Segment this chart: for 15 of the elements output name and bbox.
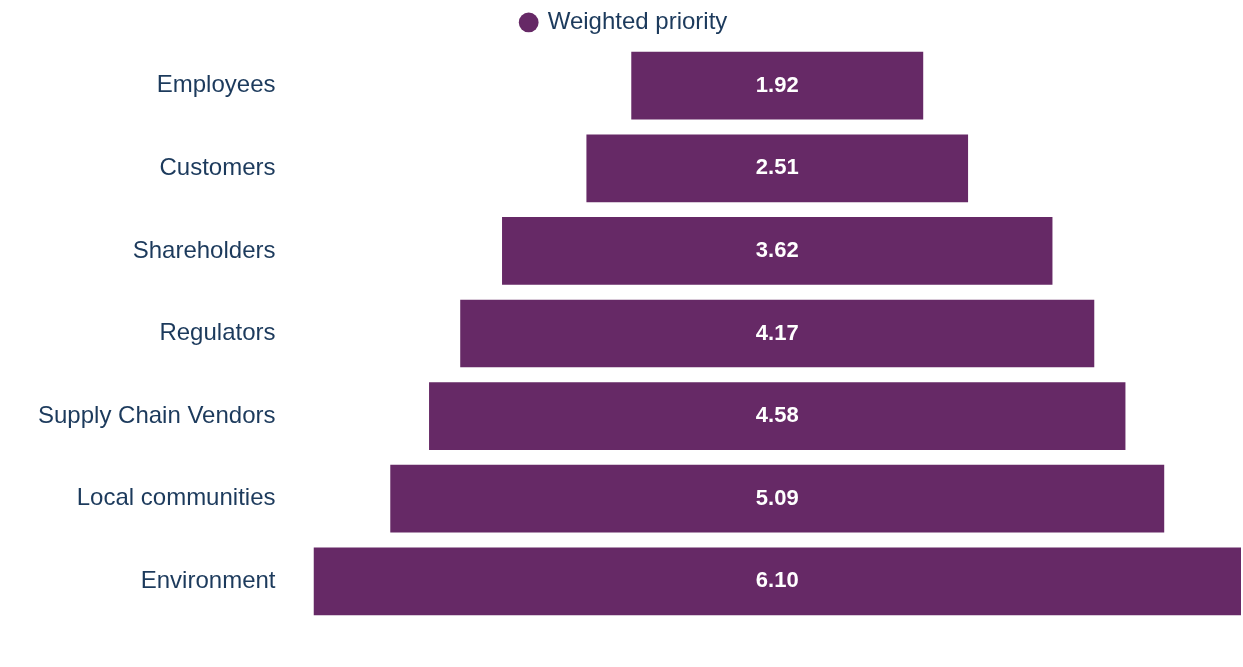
data-label: 4.17	[755, 319, 799, 345]
category-label: Environment	[140, 565, 276, 593]
data-label: 3.62	[755, 236, 799, 262]
data-label: 5.09	[755, 484, 799, 510]
category-label: Shareholders	[132, 235, 276, 263]
data-label: 6.10	[755, 567, 799, 593]
category-label: Employees	[156, 70, 276, 98]
data-label: 4.58	[755, 402, 799, 428]
category-label: Regulators	[159, 318, 276, 346]
data-label: 1.92	[755, 71, 799, 97]
category-label: Local communities	[76, 483, 276, 511]
data-label: 2.51	[755, 154, 799, 180]
legend-label: Weighted priority	[547, 7, 728, 35]
category-label: Customers	[159, 152, 276, 180]
category-label: Supply Chain Vendors	[37, 400, 276, 428]
